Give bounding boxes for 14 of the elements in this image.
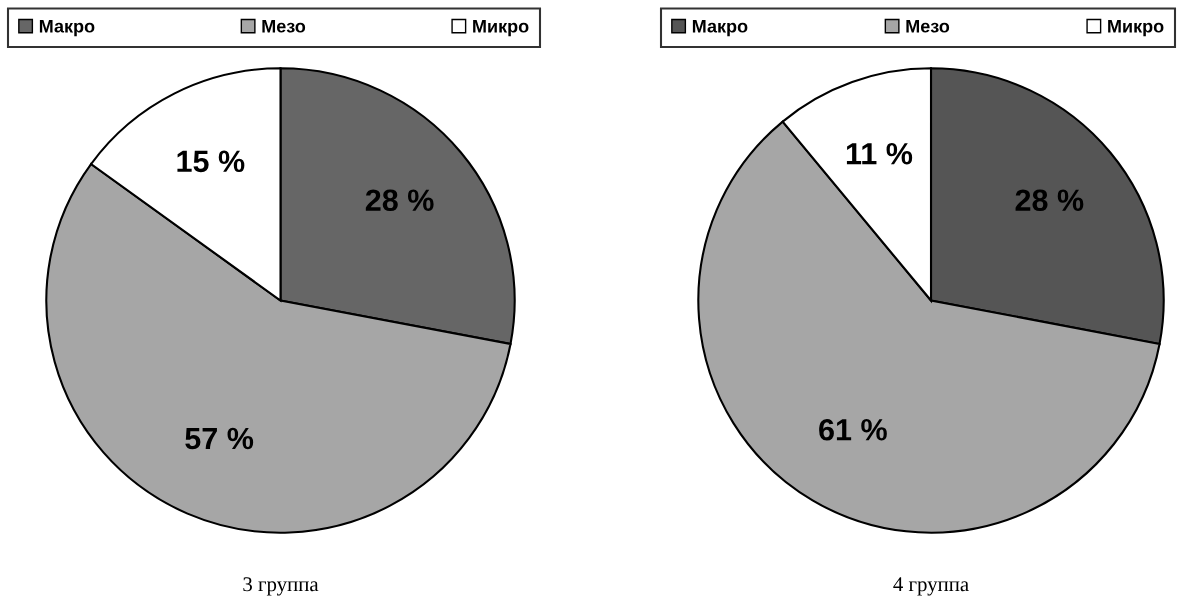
data-label: 15 % (177, 150, 245, 173)
data-label: 61 % (819, 418, 887, 441)
data-label: 11 % (846, 142, 913, 165)
legend-label: Микро (473, 20, 529, 37)
text: 4 группа (893, 577, 969, 596)
legend-label: Мезо (262, 20, 306, 33)
text: 3 группа (243, 577, 319, 596)
legend-label: Макро (692, 20, 748, 37)
data-label: 28 % (1015, 189, 1084, 212)
data-label: 57 % (185, 427, 254, 450)
legend-label: Мезо (906, 20, 950, 33)
legend-label: Макро (39, 20, 95, 37)
data-label: 28 % (365, 189, 434, 212)
legend-label: Микро (1108, 20, 1164, 37)
